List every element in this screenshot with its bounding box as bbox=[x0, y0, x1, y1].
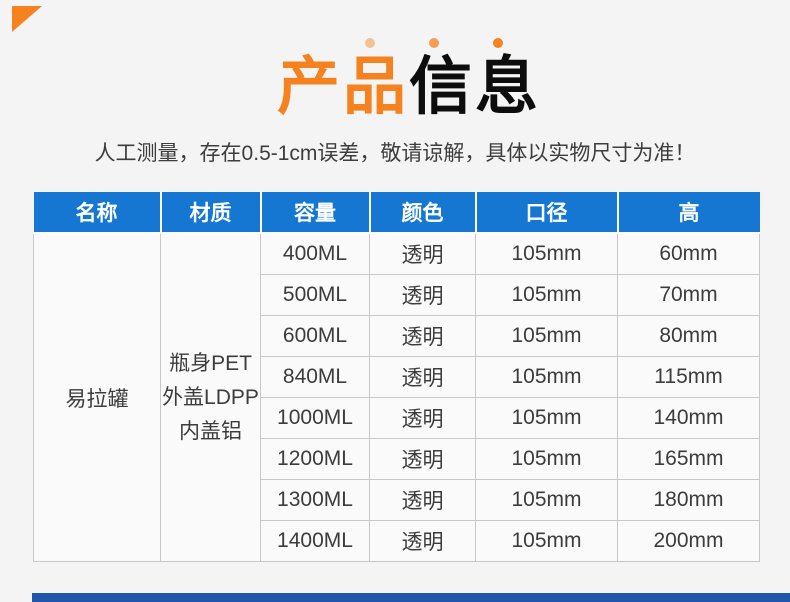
diameter-cell: 105mm bbox=[475, 397, 618, 439]
table-header: 名称 材质 容量 颜色 口径 高 bbox=[33, 192, 760, 234]
color-cell: 透明 bbox=[369, 479, 476, 521]
table-row: 1400ML 透明 105mm 200mm bbox=[34, 520, 760, 562]
next-section-bar bbox=[32, 593, 790, 602]
color-cell: 透明 bbox=[369, 438, 476, 480]
color-cell: 透明 bbox=[369, 356, 476, 398]
capacity-cell: 1300ML bbox=[260, 479, 370, 521]
height-cell: 200mm bbox=[617, 520, 760, 562]
diameter-cell: 105mm bbox=[475, 274, 618, 316]
title-dots-icon bbox=[39, 38, 790, 48]
height-cell: 70mm bbox=[617, 274, 760, 316]
height-cell: 60mm bbox=[617, 232, 760, 275]
height-cell: 115mm bbox=[617, 356, 760, 398]
table-row: 易拉罐 瓶身PET 外盖LDPP 内盖铝 400ML 透明 105mm 60mm bbox=[33, 232, 760, 562]
capacity-cell: 400ML bbox=[260, 232, 370, 275]
color-cell: 透明 bbox=[369, 520, 476, 562]
header-capacity: 容量 bbox=[259, 192, 370, 234]
diameter-cell: 105mm bbox=[475, 479, 618, 521]
dot-icon bbox=[493, 38, 503, 48]
table-row: 500ML 透明 105mm 70mm bbox=[34, 274, 760, 316]
capacity-cell: 840ML bbox=[260, 356, 370, 398]
diameter-cell: 105mm bbox=[475, 520, 618, 562]
page-title-orange-part: 产品 bbox=[277, 52, 409, 122]
table-row: 1200ML 透明 105mm 165mm bbox=[34, 438, 760, 480]
color-cell: 透明 bbox=[369, 315, 476, 357]
dot-icon bbox=[365, 38, 375, 48]
capacity-cell: 1200ML bbox=[260, 438, 370, 480]
diameter-cell: 105mm bbox=[475, 438, 618, 480]
header-height: 高 bbox=[616, 192, 760, 234]
table-body: 易拉罐 瓶身PET 外盖LDPP 内盖铝 400ML 透明 105mm 60mm 500ML… bbox=[33, 232, 760, 562]
page-title: 产品信息 bbox=[14, 52, 790, 122]
capacity-cell: 600ML bbox=[260, 315, 370, 357]
color-cell: 透明 bbox=[369, 397, 476, 439]
header-diameter: 口径 bbox=[474, 192, 618, 234]
diameter-cell: 105mm bbox=[475, 315, 618, 357]
height-cell: 180mm bbox=[617, 479, 760, 521]
capacity-cell: 1400ML bbox=[260, 520, 370, 562]
table-row: 1000ML 透明 105mm 140mm bbox=[34, 397, 760, 439]
color-cell: 透明 bbox=[369, 232, 476, 275]
header-name: 名称 bbox=[33, 192, 161, 234]
diameter-cell: 105mm bbox=[475, 356, 618, 398]
capacity-cell: 500ML bbox=[260, 274, 370, 316]
dot-icon bbox=[429, 38, 439, 48]
product-spec-table: 名称 材质 容量 颜色 口径 高 易拉罐 瓶身PET 外盖LDPP 内盖铝 400M… bbox=[33, 192, 760, 562]
corner-triangle-icon bbox=[12, 6, 42, 32]
table-row: 840ML 透明 105mm 115mm bbox=[34, 356, 760, 398]
measurement-disclaimer: 人工测量，存在0.5-1cm误差，敬请谅解，具体以实物尺寸为准！ bbox=[94, 142, 696, 165]
header-material: 材质 bbox=[159, 192, 261, 234]
height-cell: 80mm bbox=[617, 315, 760, 357]
material-cell: 瓶身PET 外盖LDPP 内盖铝 bbox=[160, 232, 261, 562]
diameter-cell: 105mm bbox=[475, 232, 618, 275]
table-row: 1300ML 透明 105mm 180mm bbox=[34, 479, 760, 521]
header-color: 颜色 bbox=[368, 192, 476, 234]
height-cell: 165mm bbox=[617, 438, 760, 480]
color-cell: 透明 bbox=[369, 274, 476, 316]
page-title-black-part: 信息 bbox=[409, 52, 541, 122]
height-cell: 140mm bbox=[617, 397, 760, 439]
product-name-cell: 易拉罐 bbox=[33, 232, 161, 562]
capacity-cell: 1000ML bbox=[260, 397, 370, 439]
table-row: 600ML 透明 105mm 80mm bbox=[34, 315, 760, 357]
